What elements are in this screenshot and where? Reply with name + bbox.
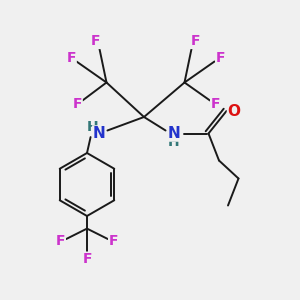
Text: F: F [91,34,101,48]
Text: F: F [190,34,200,48]
Text: H: H [87,120,99,134]
Text: N: N [168,126,180,141]
Text: H: H [168,135,180,149]
Text: N: N [93,126,105,141]
Text: F: F [73,97,82,110]
Text: F: F [67,51,76,64]
Text: F: F [56,234,65,248]
Text: O: O [227,103,241,118]
Text: F: F [82,252,92,266]
Text: F: F [216,51,225,64]
Text: F: F [109,234,118,248]
Text: F: F [211,97,220,110]
